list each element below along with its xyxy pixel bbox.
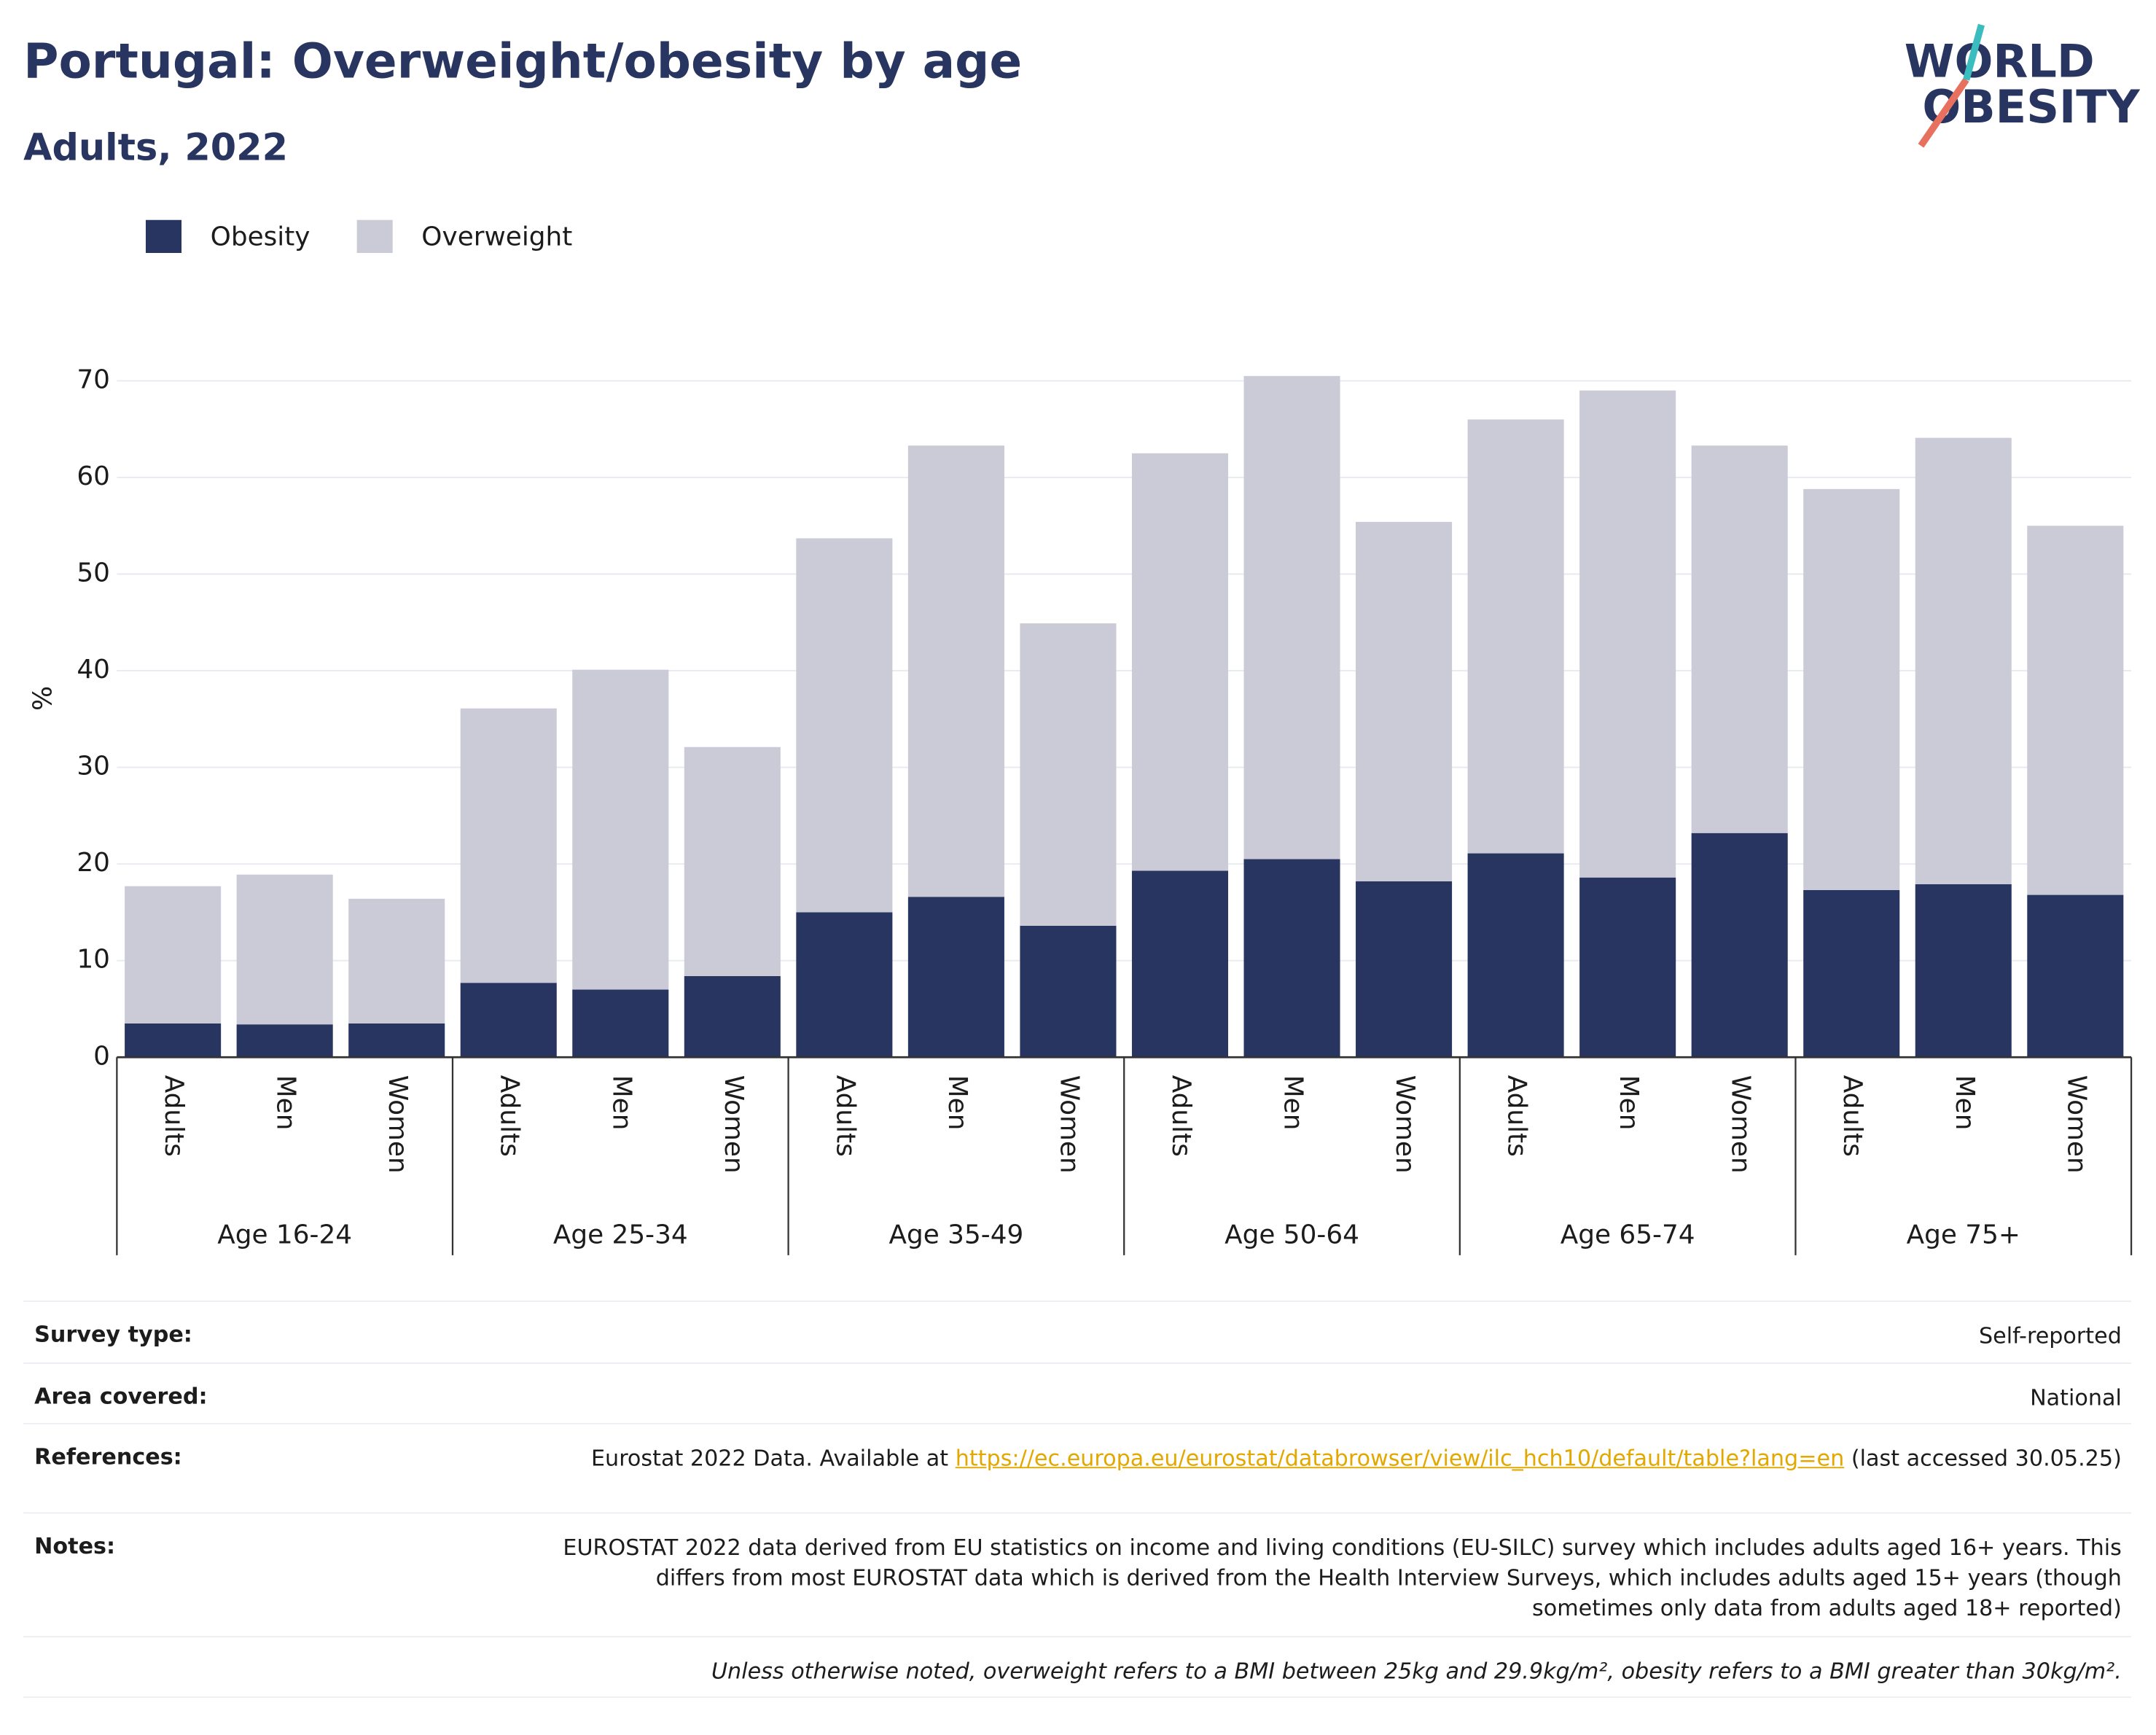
bar — [460, 983, 557, 1058]
x-tick-label: Women — [1390, 1075, 1420, 1174]
x-tick-label: Adults — [159, 1075, 189, 1157]
x-tick-label: Women — [2061, 1075, 2091, 1174]
bar — [1467, 419, 1564, 854]
bar — [125, 1023, 222, 1058]
y-tick-label: 60 — [77, 461, 110, 491]
row-value: Eurostat 2022 Data. Available at https:/… — [540, 1443, 2122, 1473]
row-label: Survey type: — [34, 1321, 192, 1348]
bar — [236, 874, 333, 1025]
bar — [1356, 521, 1453, 882]
y-tick-label: 70 — [77, 364, 110, 394]
footnote-row: Unless otherwise noted, overweight refer… — [23, 1636, 2132, 1699]
x-tick-label: Men — [1614, 1075, 1644, 1131]
x-tick-label: Men — [1278, 1075, 1308, 1131]
row-label: Area covered: — [34, 1383, 208, 1410]
group-label: Age 25-34 — [553, 1220, 688, 1249]
row-label: Notes: — [34, 1532, 116, 1559]
x-tick-label: Adults — [1837, 1075, 1867, 1157]
bar — [1243, 375, 1340, 859]
legend-label: Obesity — [211, 222, 310, 252]
x-tick-label: Men — [1950, 1075, 1980, 1131]
table-row: Area covered: National — [23, 1362, 2132, 1424]
ref-text: (last accessed 30.05.25) — [1851, 1445, 2122, 1471]
bar — [1579, 390, 1676, 878]
y-tick-label: 20 — [77, 848, 110, 878]
bar — [1020, 925, 1117, 1058]
bar — [348, 1023, 445, 1058]
logo-line1: WORLD — [1905, 35, 2095, 88]
legend-label: Overweight — [421, 222, 572, 252]
y-tick-label: 0 — [93, 1041, 110, 1071]
group-label: Age 65-74 — [1561, 1220, 1695, 1249]
bar — [236, 1024, 333, 1058]
x-tick-label: Men — [271, 1075, 301, 1131]
y-tick-label: 30 — [77, 752, 110, 781]
group-label: Age 35-49 — [888, 1220, 1023, 1249]
table-row: Survey type: Self-reported — [23, 1301, 2132, 1364]
y-tick-label: 10 — [77, 945, 110, 975]
logo-slash — [1963, 23, 1985, 81]
bar — [907, 445, 1004, 897]
bar — [684, 746, 781, 976]
bar — [572, 989, 669, 1058]
group-label: Age 16-24 — [217, 1220, 352, 1249]
bar — [796, 538, 893, 913]
y-tick-label: 40 — [77, 655, 110, 685]
row-value: Self-reported — [1978, 1322, 2122, 1349]
x-tick-label: Women — [719, 1075, 749, 1174]
x-tick-label: Women — [1726, 1075, 1756, 1174]
bar — [572, 669, 669, 990]
legend-swatch — [356, 219, 393, 254]
ref-link[interactable]: https://ec.europa.eu/eurostat/databrowse… — [955, 1445, 1845, 1471]
bar — [1356, 881, 1453, 1058]
group-label: Age 50-64 — [1225, 1220, 1359, 1249]
x-tick-label: Men — [942, 1075, 972, 1131]
legend-swatch — [145, 219, 182, 254]
bar — [1131, 453, 1229, 871]
table-row: References: Eurostat 2022 Data. Available… — [23, 1422, 2132, 1513]
x-tick-label: Adults — [495, 1075, 525, 1157]
x-tick-label: Men — [606, 1075, 636, 1131]
bar — [2027, 894, 2124, 1058]
bar — [348, 898, 445, 1024]
bar — [125, 886, 222, 1024]
bar — [1691, 445, 1788, 833]
logo-line2: OBESITY — [1922, 80, 2140, 133]
subtitle: Adults, 2022 — [23, 127, 288, 170]
bar — [1020, 623, 1117, 926]
footnote: Unless otherwise noted, overweight refer… — [711, 1658, 2122, 1685]
bar — [460, 708, 557, 983]
bar — [1803, 889, 1900, 1058]
x-tick-label: Adults — [1502, 1075, 1532, 1157]
y-axis-label: % — [28, 686, 58, 711]
x-tick-label: Adults — [1166, 1075, 1196, 1157]
bar — [1803, 488, 1900, 890]
bar — [1243, 859, 1340, 1058]
ref-text: Eurostat 2022 Data. Available at — [590, 1445, 949, 1471]
row-value: EUROSTAT 2022 data derived from EU stati… — [563, 1534, 2122, 1621]
x-tick-label: Women — [1054, 1075, 1084, 1174]
bar — [2027, 526, 2124, 895]
bar — [684, 975, 781, 1058]
bar — [1579, 877, 1676, 1058]
x-tick-label: Women — [383, 1075, 413, 1174]
group-label: Age 75+ — [1907, 1220, 2020, 1249]
x-tick-label: Adults — [830, 1075, 860, 1157]
y-tick-label: 50 — [77, 558, 110, 588]
bar — [1915, 437, 2012, 884]
bar — [1915, 884, 2012, 1058]
bar — [907, 897, 1004, 1058]
bar — [1467, 853, 1564, 1058]
bar — [1691, 833, 1788, 1058]
title: Portugal: Overweight/obesity by age — [23, 34, 1022, 90]
bar — [1131, 870, 1229, 1058]
table-row: Notes: EUROSTAT 2022 data derived from EU… — [23, 1512, 2132, 1637]
row-label: References: — [34, 1443, 182, 1470]
row-value: National — [2030, 1384, 2122, 1411]
bar — [796, 912, 893, 1058]
logo-slash — [1918, 77, 1969, 148]
